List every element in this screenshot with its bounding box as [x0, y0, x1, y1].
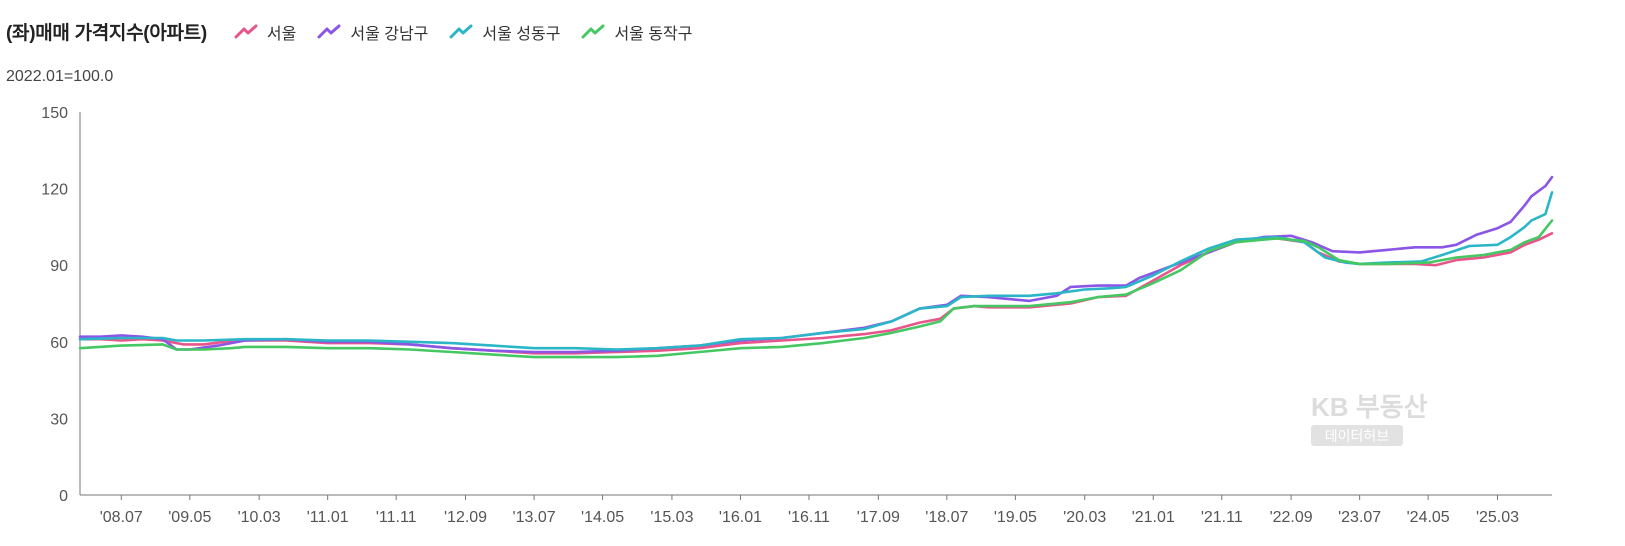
x-tick-label: '19.05 [994, 509, 1037, 526]
legend-label: 서울 강남구 [350, 25, 429, 43]
x-tick-label: '16.11 [788, 509, 830, 526]
x-tick-label: '20.03 [1063, 509, 1106, 526]
chart-subtitle: 2022.01=100.0 [6, 68, 114, 85]
x-tick-label: '17.09 [857, 509, 900, 526]
legend-swatch [317, 24, 341, 38]
series-line-1 [78, 175, 1554, 354]
x-tick-label: '21.01 [1132, 509, 1175, 526]
x-tick-label: '23.07 [1338, 509, 1381, 526]
legend-swatch [234, 24, 258, 38]
chart-title: (좌)매매 가격지수(아파트) [6, 23, 207, 44]
y-tick-label: 30 [50, 411, 68, 428]
x-tick-label: '24.05 [1407, 509, 1450, 526]
y-tick-label: 90 [50, 258, 68, 275]
x-tick-label: '12.09 [444, 509, 487, 526]
x-tick-label: '22.09 [1270, 509, 1313, 526]
watermark-brand: KB 부동산 [1311, 392, 1428, 422]
x-tick-label: '11.01 [307, 509, 349, 526]
x-tick-label: '18.07 [925, 509, 968, 526]
x-tick-label: '11.11 [376, 509, 417, 526]
y-tick-label: 150 [41, 105, 68, 122]
legend-item-2[interactable]: 서울 성동구 [448, 20, 560, 44]
y-tick-label: 0 [59, 488, 68, 505]
x-tick-label: '16.01 [719, 509, 762, 526]
x-tick-label: '09.05 [168, 509, 211, 526]
legend-label: 서울 [266, 25, 297, 43]
x-tick-label: '25.03 [1476, 509, 1519, 526]
x-tick-label: '10.03 [238, 509, 281, 526]
legend-swatch [449, 24, 473, 38]
legend-item-1[interactable]: 서울 강남구 [316, 20, 428, 44]
watermark-badge-box [1311, 425, 1403, 446]
chart-series [78, 175, 1554, 359]
watermark-badge: 데이터허브 [1325, 428, 1390, 444]
legend-item-0[interactable]: 서울 [233, 20, 296, 44]
x-tick-label: '21.11 [1201, 509, 1243, 526]
x-tick-label: '13.07 [513, 509, 556, 526]
x-tick-label: '14.05 [581, 509, 624, 526]
kb-watermark: KB 부동산 데이터허브 [1311, 392, 1428, 446]
legend-item-3[interactable]: 서울 동작구 [580, 20, 692, 44]
legend-swatch [581, 24, 605, 38]
chart-header: (좌)매매 가격지수(아파트) 서울 서울 강남구 서울 성동구 서울 동작구 [6, 18, 712, 45]
legend-label: 서울 성동구 [482, 25, 561, 43]
series-line-2 [78, 191, 1554, 351]
chart-legend: 서울 서울 강남구 서울 성동구 서울 동작구 [233, 20, 713, 44]
y-tick-label: 60 [50, 335, 68, 352]
y-tick-label: 120 [41, 182, 68, 199]
x-tick-label: '08.07 [100, 509, 143, 526]
series-line-3 [78, 219, 1554, 359]
legend-label: 서울 동작구 [614, 25, 693, 43]
x-tick-label: '15.03 [650, 509, 693, 526]
chart-axes: 0 30 60 90 120 150 '08.07 '09.05 '10.03 '11.01 '11… [41, 105, 1552, 526]
